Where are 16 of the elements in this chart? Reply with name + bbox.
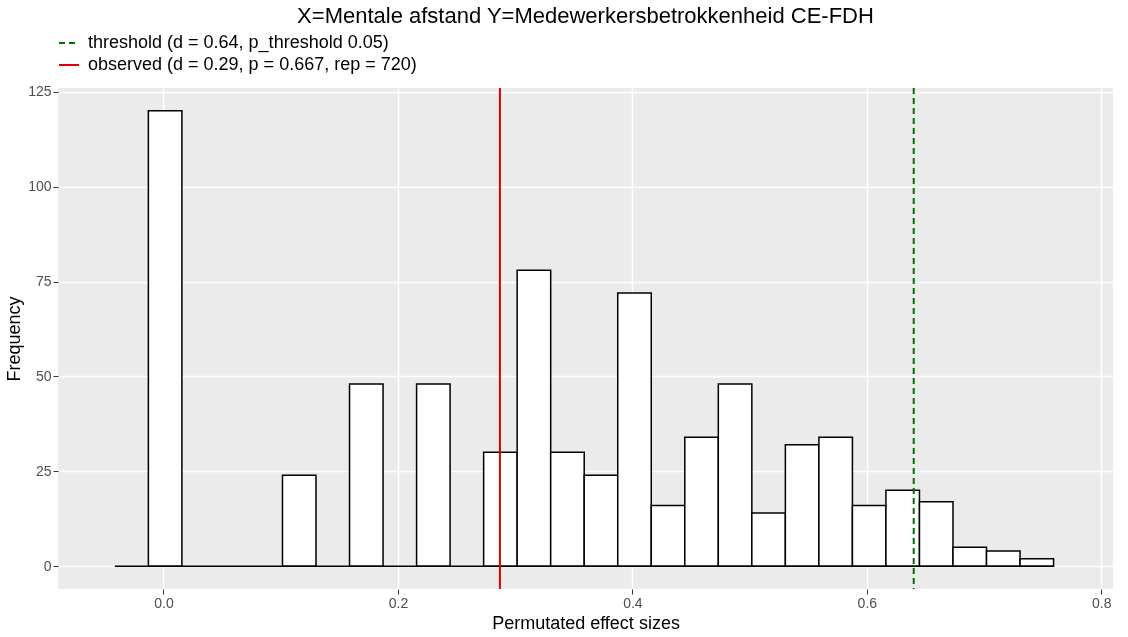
x-tick-label: 0.4 — [623, 594, 643, 611]
chart-title: X=Mentale afstand Y=Medewerkersbetrokkenheid CE-FDH — [297, 3, 874, 28]
x-tick-label: 0.0 — [154, 594, 174, 611]
x-axis-title: Permutated effect sizes — [492, 612, 680, 633]
x-tick-label: 0.8 — [1092, 594, 1112, 611]
y-tick-label: 75 — [35, 273, 52, 290]
y-tick-label: 25 — [35, 462, 52, 479]
y-axis-title: Frequency — [4, 296, 25, 382]
x-tick-label: 0.2 — [388, 594, 409, 611]
legend-label: threshold (d = 0.64, p_threshold 0.05) — [88, 32, 389, 53]
y-tick-label: 100 — [28, 178, 52, 195]
x-tick-label: 0.6 — [857, 594, 878, 611]
y-tick-label: 125 — [28, 83, 52, 100]
y-tick-label: 50 — [35, 367, 52, 384]
legend-label: observed (d = 0.29, p = 0.667, rep = 720) — [88, 54, 417, 74]
y-tick-label: 0 — [43, 557, 52, 574]
